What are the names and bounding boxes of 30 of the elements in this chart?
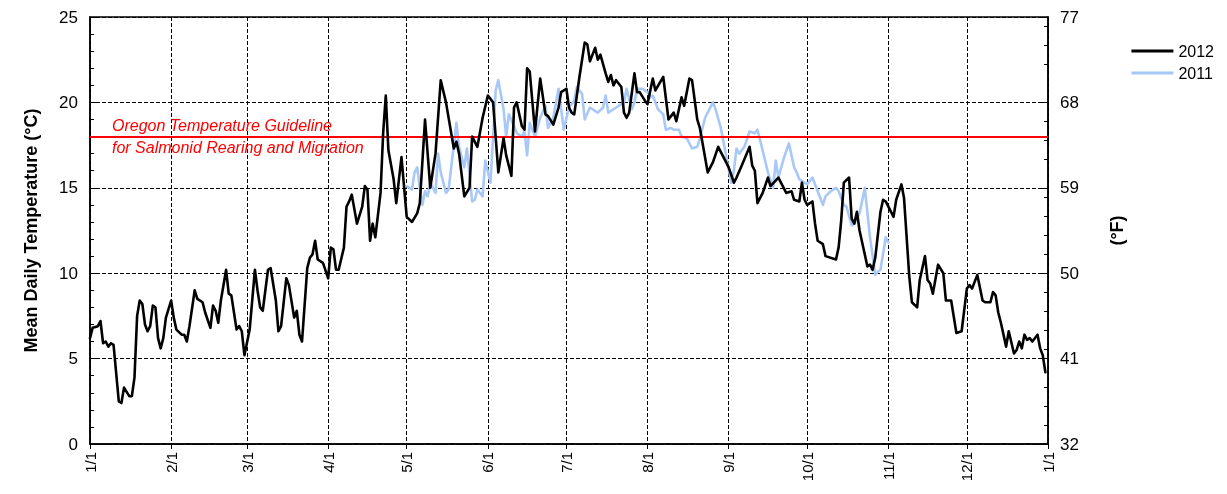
- x-tick-label: 7/1: [557, 452, 575, 473]
- x-tick-label: 1/1: [1039, 452, 1057, 473]
- x-tick-label: 9/1: [720, 452, 738, 473]
- x-tick-label: 12/1: [958, 452, 976, 482]
- y-axis-title: Mean Daily Temperature (°C): [21, 108, 41, 353]
- x-tick-label: 1/1: [81, 452, 99, 473]
- y-tick-label: 25: [59, 7, 78, 27]
- y2-tick-label: 68: [1060, 92, 1079, 112]
- y2-tick-label: 77: [1060, 7, 1079, 27]
- y-tick-label: 20: [59, 92, 78, 112]
- y2-axis-title: (°F): [1107, 215, 1127, 246]
- x-tick-label: 6/1: [479, 452, 497, 473]
- x-tick-label: 10/1: [798, 452, 816, 482]
- y-tick-label: 15: [59, 178, 78, 198]
- y2-tick-label: 50: [1060, 263, 1079, 283]
- legend-label: 2011: [1178, 64, 1213, 82]
- y2-tick-label: 59: [1060, 178, 1079, 198]
- x-tick-label: 2/1: [162, 452, 180, 473]
- y-tick-label: 0: [68, 434, 78, 454]
- x-tick-label: 3/1: [238, 452, 256, 473]
- legend-label: 2012: [1178, 42, 1215, 60]
- x-tick-label: 11/1: [879, 452, 897, 481]
- x-tick-label: 8/1: [639, 452, 657, 473]
- x-tick-label: 5/1: [398, 452, 416, 473]
- y-tick-label: 5: [68, 349, 78, 369]
- x-tick-label: 4/1: [319, 452, 337, 473]
- ref-line-label: Oregon Temperature Guideline for Salmonid Rearing and Migration: [112, 117, 364, 157]
- y-tick-label: 10: [59, 263, 78, 283]
- y2-tick-label: 32: [1060, 434, 1079, 454]
- y2-tick-label: 41: [1060, 349, 1079, 369]
